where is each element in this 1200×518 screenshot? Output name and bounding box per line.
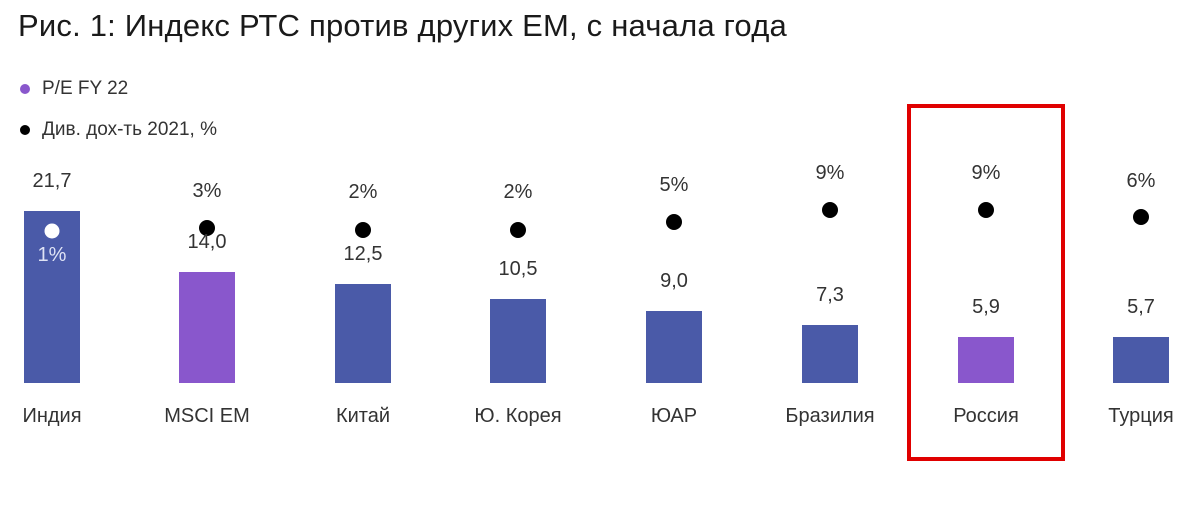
category-turkey: 6% 5,7 Турция <box>1066 0 1200 518</box>
pe-bar <box>646 311 702 383</box>
category-south-africa: 5% 9,0 ЮАР <box>599 0 749 518</box>
chart-title: Рис. 1: Индекс РТС против других ЕМ, с н… <box>18 8 787 43</box>
russia-highlight-box <box>907 104 1065 461</box>
category-south-korea: 2% 10,5 Ю. Корея <box>443 0 593 518</box>
category-brazil: 9% 7,3 Бразилия <box>755 0 905 518</box>
dividend-value: 9% <box>971 162 1001 184</box>
dividend-value: 5% <box>659 174 689 196</box>
pe-bar <box>490 299 546 383</box>
dividend-dot-icon <box>44 223 60 239</box>
dividend-dot-icon <box>822 202 838 218</box>
pe-value: 7,3 <box>816 284 844 306</box>
category-label: Бразилия <box>785 405 875 427</box>
category-label: Россия <box>953 405 1019 427</box>
legend-item-dividend: Див. дох-ть 2021, % <box>20 119 217 141</box>
dividend-dot-icon <box>510 222 526 238</box>
category-label: Турция <box>1108 405 1174 427</box>
purple-dot-icon <box>20 84 30 94</box>
category-india: 21,7 1% Индия <box>0 0 127 518</box>
dividend-value: 6% <box>1126 170 1156 192</box>
legend-label: P/E FY 22 <box>42 78 129 99</box>
black-dot-icon <box>20 125 30 135</box>
pe-value: 21,7 <box>32 170 72 192</box>
legend-item-pe: P/E FY 22 <box>20 78 128 100</box>
pe-bar <box>179 272 235 383</box>
pe-value: 14,0 <box>187 231 227 253</box>
dividend-dot-icon <box>355 222 371 238</box>
category-label: Ю. Корея <box>474 405 562 427</box>
pe-value: 9,0 <box>660 270 688 292</box>
dividend-dot-icon <box>1133 209 1149 225</box>
pe-bar <box>335 284 391 383</box>
dividend-value: 3% <box>192 180 222 202</box>
dividend-value: 9% <box>815 162 845 184</box>
category-label: ЮАР <box>650 405 698 427</box>
legend-label: Див. дох-ть 2021, % <box>42 119 217 140</box>
dividend-value: 1% <box>37 244 67 266</box>
pe-value: 5,9 <box>972 296 1000 318</box>
pe-bar <box>958 337 1014 383</box>
pe-value: 12,5 <box>343 243 383 265</box>
pe-bar <box>802 325 858 383</box>
dividend-dot-icon <box>978 202 994 218</box>
pe-value: 10,5 <box>498 258 538 280</box>
category-label: MSCI EM <box>164 405 250 427</box>
category-china: 2% 12,5 Китай <box>288 0 438 518</box>
category-label: Индия <box>22 405 82 427</box>
pe-value: 5,7 <box>1127 296 1155 318</box>
category-msci-em: 3% 14,0 MSCI EM <box>132 0 282 518</box>
category-russia: 9% 5,9 Россия <box>911 0 1061 518</box>
category-label: Китай <box>335 405 391 427</box>
dividend-value: 2% <box>348 181 378 203</box>
dividend-dot-icon <box>666 214 682 230</box>
pe-bar <box>1113 337 1169 383</box>
dividend-dot-icon <box>199 220 215 236</box>
pe-bar <box>24 211 80 383</box>
dividend-value: 2% <box>503 181 533 203</box>
